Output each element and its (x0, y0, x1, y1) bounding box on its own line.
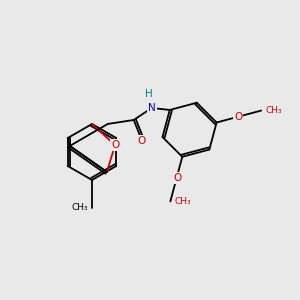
Text: H: H (145, 89, 153, 99)
Text: CH₃: CH₃ (174, 197, 191, 206)
Text: O: O (173, 173, 181, 183)
Text: O: O (234, 112, 242, 122)
Text: N: N (148, 103, 156, 113)
Text: CH₃: CH₃ (71, 203, 88, 212)
Text: CH₃: CH₃ (265, 106, 282, 115)
Text: O: O (138, 136, 146, 146)
Text: O: O (111, 140, 119, 150)
